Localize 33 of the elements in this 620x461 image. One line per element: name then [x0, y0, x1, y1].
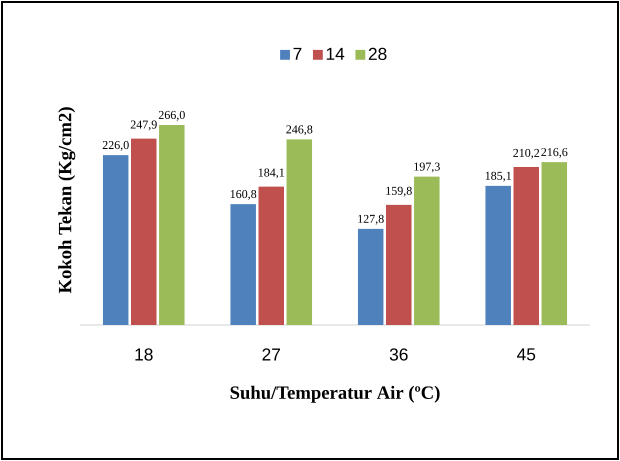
bar: [358, 228, 384, 325]
x-axis-title: Suhu/Temperatur Air (ºC): [230, 386, 440, 403]
data-label: 216,6: [541, 148, 568, 158]
data-label: 226,0: [102, 140, 129, 151]
legend-label: 7: [294, 48, 302, 60]
data-label: 159,8: [386, 186, 412, 197]
data-label: 210,2: [513, 148, 540, 159]
data-label: 197,3: [414, 162, 440, 172]
x-tick-label: 45: [517, 348, 536, 360]
bar: [286, 139, 312, 325]
data-label: 127,8: [358, 214, 384, 225]
x-tick-label: 18: [135, 348, 153, 361]
data-label: 266,0: [158, 110, 185, 121]
x-tick-label: 36: [390, 348, 408, 361]
data-label: 247,9: [130, 120, 157, 130]
data-label: 246,8: [286, 125, 312, 136]
bar: [131, 138, 157, 325]
bar: [514, 166, 539, 325]
y-axis-title: Kokoh Tekan (Kg/cm2): [58, 107, 76, 294]
bar: [485, 186, 511, 325]
bar: [159, 125, 185, 325]
bar: [414, 176, 440, 325]
legend-label: 28: [368, 48, 386, 60]
bar: [542, 162, 568, 325]
bar: [258, 186, 284, 325]
data-label: 185,1: [486, 172, 511, 182]
bar: [102, 155, 128, 325]
bar: [230, 204, 256, 325]
bar: [386, 204, 412, 325]
data-label: 160,8: [230, 190, 256, 200]
x-tick-label: 27: [262, 348, 280, 360]
legend-label: 14: [326, 48, 344, 60]
data-label: 184,1: [258, 168, 284, 178]
